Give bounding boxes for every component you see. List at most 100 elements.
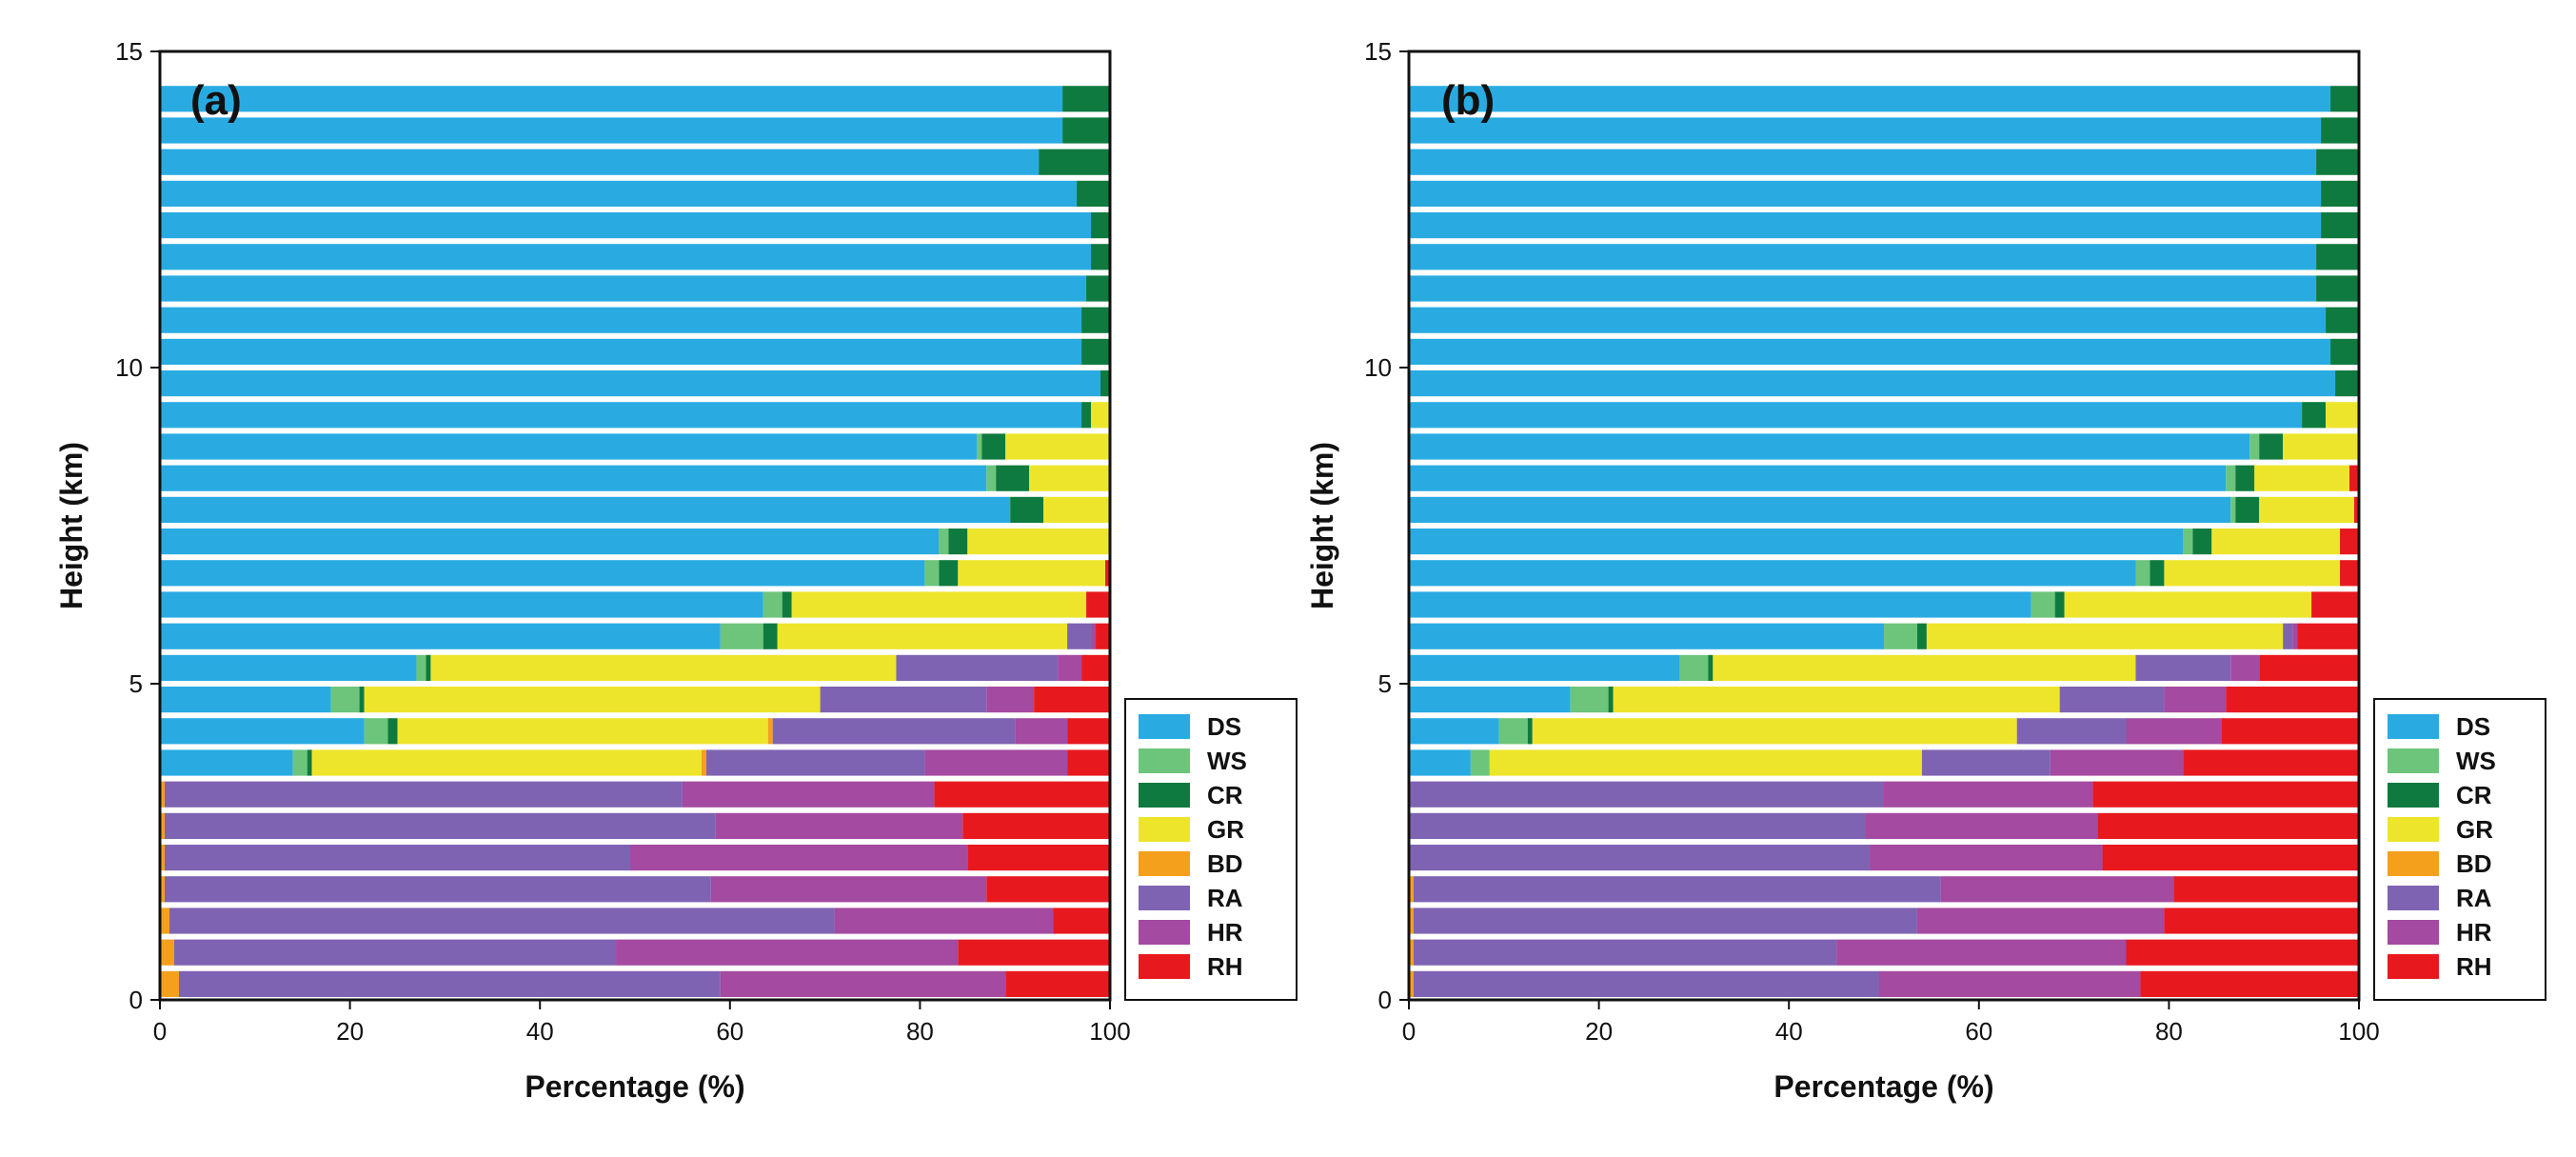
- panel-b-bar-rh-7: [2183, 749, 2359, 776]
- panel-b-bar-gr-15: [2259, 496, 2355, 523]
- panel-a-bar-hr-6: [682, 781, 935, 808]
- panel-b-y-tick-label-1: 5: [1378, 669, 1392, 698]
- panel-a-bar-cr-15: [1010, 496, 1044, 523]
- panel-a-legend-swatch-gr: [1139, 817, 1190, 842]
- panel-a-bar-ra-6: [164, 781, 683, 808]
- panel-b-bar-ds-23: [1409, 244, 2317, 270]
- panel-b-bar-rh-13: [2340, 560, 2359, 587]
- panel-a-bar-hr-9: [986, 687, 1035, 713]
- panel-b-x-axis-title: Percentage (%): [1773, 1069, 1993, 1104]
- panel-a-bar-ds-21: [160, 307, 1082, 333]
- panel-a-bar-rh-13: [1105, 560, 1110, 587]
- panel-a-bar-bd-6: [160, 781, 165, 808]
- panel-b-bar-cr-13: [2150, 560, 2165, 587]
- panel-a-bar-gr-9: [364, 687, 821, 713]
- panel-a-bar-ds-9: [160, 687, 331, 713]
- panel-a-bar-cr-8: [387, 718, 398, 745]
- panel-a-bar-cr-20: [1081, 338, 1110, 365]
- panel-b-bar-rh-4: [2102, 845, 2359, 871]
- panel-b-bar-ds-14: [1409, 529, 2184, 555]
- panel-a-bar-ds-18: [160, 402, 1082, 429]
- panel-a-bar-ds-28: [160, 86, 1063, 112]
- panel-b-legend-swatch-cr: [2388, 783, 2439, 808]
- panel-b-bar-ws-9: [1570, 687, 1609, 713]
- panel-b: 0 20 40 60 80 100 0 5 10 15 (b) Percentage (%) H…: [1305, 37, 2380, 1104]
- panel-b-bar-rh-5: [2097, 812, 2359, 839]
- panel-b-bar-ds-27: [1409, 117, 2322, 144]
- panel-a-bar-rh-5: [962, 812, 1110, 839]
- panel-a-bar-hr-1: [616, 939, 959, 966]
- panel-b-bar-ds-20: [1409, 338, 2331, 365]
- panel-a-bar-ds-20: [160, 338, 1082, 365]
- panel-b-bar-rh-3: [2173, 876, 2359, 903]
- panel-a-bar-ds-26: [160, 149, 1040, 175]
- panel-b-bar-cr-18: [2302, 402, 2327, 429]
- panel-b-bar-ds-22: [1409, 275, 2317, 302]
- panel-a-legend-swatch-ds: [1139, 714, 1190, 739]
- panel-a-bar-ws-11: [720, 623, 763, 649]
- panel-b-bar-ra-10: [2135, 654, 2231, 681]
- panel-a-legend-label-ws: WS: [1207, 747, 1247, 775]
- panel-a-bar-ra-10: [896, 654, 1059, 681]
- panel-b-bar-ds-19: [1409, 370, 2336, 397]
- panel-a-bar-cr-14: [948, 529, 968, 555]
- panel-a-bar-gr-14: [967, 529, 1110, 555]
- panel-a-bar-ds-17: [160, 433, 978, 460]
- panel-b-bar-ws-7: [1470, 749, 1490, 776]
- panel-a-bar-rh-0: [1005, 970, 1110, 997]
- panel-b-bar-cr-19: [2335, 370, 2359, 397]
- panel-a-legend-label-hr: HR: [1207, 918, 1243, 947]
- panel-b-legend-label-bd: BD: [2456, 849, 2492, 878]
- panel-b-legend: DS WS CR GR BD RA HR RH: [2373, 698, 2546, 1001]
- panel-b-bar-ds-18: [1409, 402, 2303, 429]
- panel-b-bar-ra-7: [1921, 749, 2051, 776]
- panel-a-bar-ds-25: [160, 180, 1078, 207]
- panel-a-bar-hr-4: [630, 845, 968, 871]
- panel-b-bar-hr-4: [1870, 845, 2103, 871]
- panel-a-bar-hr-10: [1058, 654, 1082, 681]
- panel-a-bar-rh-1: [958, 939, 1110, 966]
- panel-b-bar-ra-2: [1413, 908, 1917, 934]
- panel-a-legend-label-bd: BD: [1207, 849, 1243, 878]
- panel-a-bar-ws-17: [977, 433, 982, 460]
- panel-a-bar-hr-8: [1015, 718, 1068, 745]
- panel-a-y-tick-label-3: 15: [115, 37, 143, 66]
- panel-b-bar-gr-16: [2254, 465, 2350, 491]
- panel-a-bar-ra-5: [164, 812, 716, 839]
- panel-b-bar-cr-27: [2321, 117, 2359, 144]
- panel-a-legend-label-ra: RA: [1207, 884, 1243, 912]
- panel-a-bar-cr-22: [1086, 275, 1110, 302]
- panel-a-legend-swatch-hr: [1139, 920, 1190, 945]
- panel-a-bar-ws-7: [292, 749, 307, 776]
- panel-a-bar-cr-17: [981, 433, 1006, 460]
- panel-a-bar-ds-16: [160, 465, 987, 491]
- panel-b-bar-gr-9: [1613, 687, 2060, 713]
- panel-b-x-tick-label-1: 20: [1585, 1017, 1613, 1046]
- panel-b-bar-bd-3: [1409, 876, 1414, 903]
- panel-a-legend-label-cr: CR: [1207, 781, 1243, 809]
- panel-a-legend-swatch-cr: [1139, 783, 1190, 808]
- panel-a-bar-ds-22: [160, 275, 1087, 302]
- panel-b-label: (b): [1441, 77, 1495, 124]
- panel-b-bar-cr-12: [2054, 591, 2065, 618]
- panel-b-bar-hr-6: [1884, 781, 2093, 808]
- panel-a-bar-ds-11: [160, 623, 721, 649]
- panel-a-y-tick-label-2: 10: [115, 353, 143, 382]
- panel-a-bar-gr-17: [1005, 433, 1110, 460]
- panel-b-x-tick-label-3: 60: [1965, 1017, 1992, 1046]
- panel-b-bar-cr-9: [1608, 687, 1614, 713]
- panel-b-bar-rh-1: [2126, 939, 2359, 966]
- panel-b-legend-label-ws: WS: [2456, 747, 2496, 775]
- panel-a-legend-label-gr: GR: [1207, 815, 1244, 844]
- panel-b-bar-gr-13: [2164, 560, 2341, 587]
- panel-b-bar-cr-28: [2330, 86, 2359, 112]
- panel-b-legend-items: DS WS CR GR BD RA HR RH: [2388, 712, 2496, 981]
- panel-b-bar-hr-7: [2050, 749, 2184, 776]
- panel-a-bar-gr-11: [777, 623, 1068, 649]
- panel-b-bar-ra-1: [1413, 939, 1837, 966]
- panel-b-legend-swatch-bd: [2388, 851, 2439, 876]
- panel-b-y-ticks: 0 5 10 15: [1364, 37, 1409, 1014]
- panel-b-bar-ds-13: [1409, 560, 2136, 587]
- panel-b-bar-cr-16: [2235, 465, 2255, 491]
